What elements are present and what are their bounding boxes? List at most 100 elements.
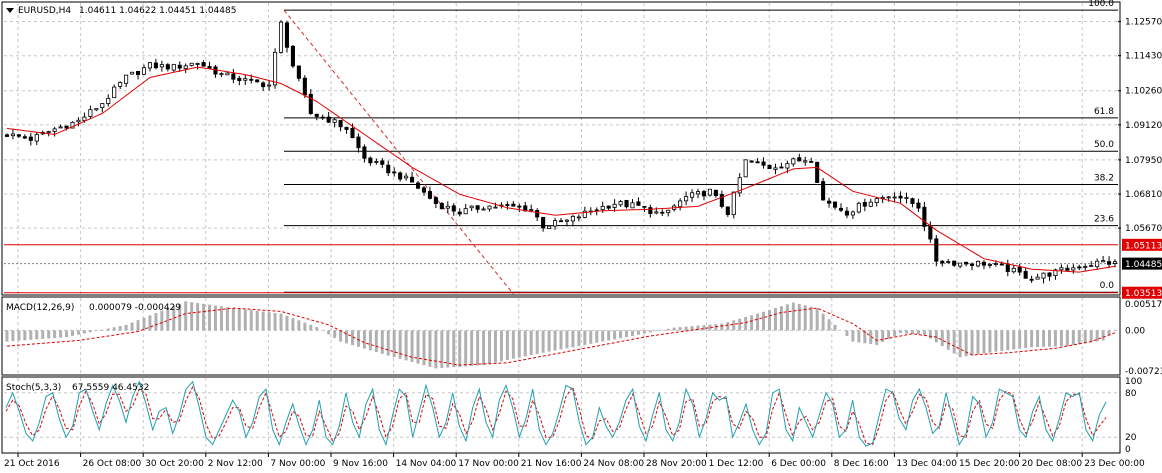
candle xyxy=(1011,265,1016,274)
horizontal-lines[interactable] xyxy=(4,244,1118,294)
candle xyxy=(290,44,295,69)
stochastic-panel-border xyxy=(1,376,1121,454)
ohlc-values: 1.04611 1.04622 1.04451 1.04485 xyxy=(79,6,236,16)
candle xyxy=(356,133,361,153)
candle xyxy=(332,117,337,128)
macd-signal-line xyxy=(6,307,1116,366)
candle xyxy=(362,144,367,163)
candle xyxy=(904,192,909,204)
stochastic-tick-label: 20 xyxy=(1125,433,1137,443)
candle xyxy=(946,259,951,264)
candle xyxy=(410,171,415,183)
candle xyxy=(850,210,855,219)
candle xyxy=(70,121,75,129)
candle xyxy=(112,84,117,99)
time-tick-label: 8 Dec 16:00 xyxy=(834,459,889,469)
candle xyxy=(832,201,838,210)
candle xyxy=(34,132,39,145)
candle xyxy=(1023,267,1028,279)
fibonacci-retracement[interactable]: 100.0 61.8 50.0 38.2 23.6 0.0 xyxy=(284,0,1118,293)
candle xyxy=(1077,264,1082,271)
price-tick-label: 1.12570 xyxy=(1125,18,1162,28)
candle xyxy=(404,172,409,181)
candle xyxy=(981,260,987,270)
candle xyxy=(737,173,742,197)
time-tick-label: 28 Nov 20:00 xyxy=(646,459,707,469)
candle xyxy=(558,218,564,223)
candles xyxy=(4,20,1118,284)
candle xyxy=(171,63,176,72)
price-tag-label: 1.05113 xyxy=(1125,241,1162,251)
stochastic-tick-label: 80 xyxy=(1125,389,1137,399)
candle xyxy=(838,203,844,213)
candle xyxy=(147,61,152,72)
chevron-down-icon[interactable] xyxy=(6,8,14,13)
candle xyxy=(130,71,135,75)
candle xyxy=(189,62,194,67)
candle xyxy=(892,192,897,203)
candle xyxy=(433,196,438,209)
trend-line[interactable] xyxy=(283,9,514,295)
time-axis: 21 Oct 2016 26 Oct 08:00 30 Oct 20:00 2 Nov… xyxy=(4,453,1145,469)
time-tick-label: 13 Dec 04:00 xyxy=(896,459,957,469)
candle xyxy=(767,164,772,170)
candle xyxy=(779,162,784,169)
fib-level-label: 0.0 xyxy=(1100,281,1115,291)
stochastic-panel[interactable]: 100 80 20 0 Stoch(5,3,3) 67.5559 46.4532 xyxy=(1,376,1142,455)
candle xyxy=(421,186,427,196)
candle xyxy=(821,177,826,201)
candle xyxy=(511,201,516,207)
candle xyxy=(690,189,695,202)
candle xyxy=(58,124,63,129)
price-tick-label: 1.11430 xyxy=(1125,52,1162,62)
time-tick-label: 6 Dec 00:00 xyxy=(771,459,826,469)
candle xyxy=(505,201,510,210)
price-panel-border xyxy=(1,1,1121,296)
candle xyxy=(1095,258,1100,270)
fib-level-label: 50.0 xyxy=(1094,140,1114,150)
price-grid xyxy=(4,3,1118,294)
candle xyxy=(1101,255,1106,263)
candle xyxy=(415,181,421,190)
time-tick-label: 14 Nov 04:00 xyxy=(396,459,457,469)
candle xyxy=(827,197,832,208)
macd-panel-border xyxy=(1,296,1121,376)
time-tick-label: 17 Nov 00:00 xyxy=(458,459,519,469)
candle xyxy=(231,68,236,84)
stochastic-tick-label: 100 xyxy=(1125,377,1142,387)
candle xyxy=(10,128,15,140)
candle xyxy=(547,225,552,229)
candle xyxy=(88,105,93,119)
fib-level-label: 100.0 xyxy=(1088,0,1114,9)
price-tag xyxy=(1122,286,1162,299)
candle xyxy=(916,198,921,212)
candle xyxy=(570,214,575,227)
candle xyxy=(958,262,963,269)
price-tag-label: 1.04485 xyxy=(1125,260,1162,270)
candle xyxy=(898,191,903,204)
candle xyxy=(380,158,385,169)
candle xyxy=(1017,263,1022,276)
candle xyxy=(52,126,57,137)
candle xyxy=(255,79,260,83)
stochastic-signal-line xyxy=(5,385,1107,446)
candle xyxy=(481,206,486,211)
macd-panel[interactable]: 0.005177 0.00 -0.007232 MACD(12,26,9) 0.00… xyxy=(1,296,1162,377)
candle xyxy=(987,262,992,269)
moving-average-line xyxy=(6,66,1116,273)
candle xyxy=(261,81,266,91)
price-tag xyxy=(1122,238,1162,251)
stochastic-title: Stoch(5,3,3) xyxy=(6,383,61,393)
time-tick-label: 20 Dec 08:00 xyxy=(1022,459,1083,469)
candle xyxy=(201,60,206,67)
candle xyxy=(541,216,546,232)
price-panel[interactable]: 100.061.850.038.223.60.0 1.12570 1.11430 1… xyxy=(1,0,1162,299)
candle xyxy=(553,217,558,230)
candle xyxy=(707,188,712,197)
candle xyxy=(398,171,403,182)
candle xyxy=(296,65,301,82)
macd-tick-label: 0.00 xyxy=(1125,326,1145,336)
candle xyxy=(4,133,10,137)
candle xyxy=(564,218,569,227)
